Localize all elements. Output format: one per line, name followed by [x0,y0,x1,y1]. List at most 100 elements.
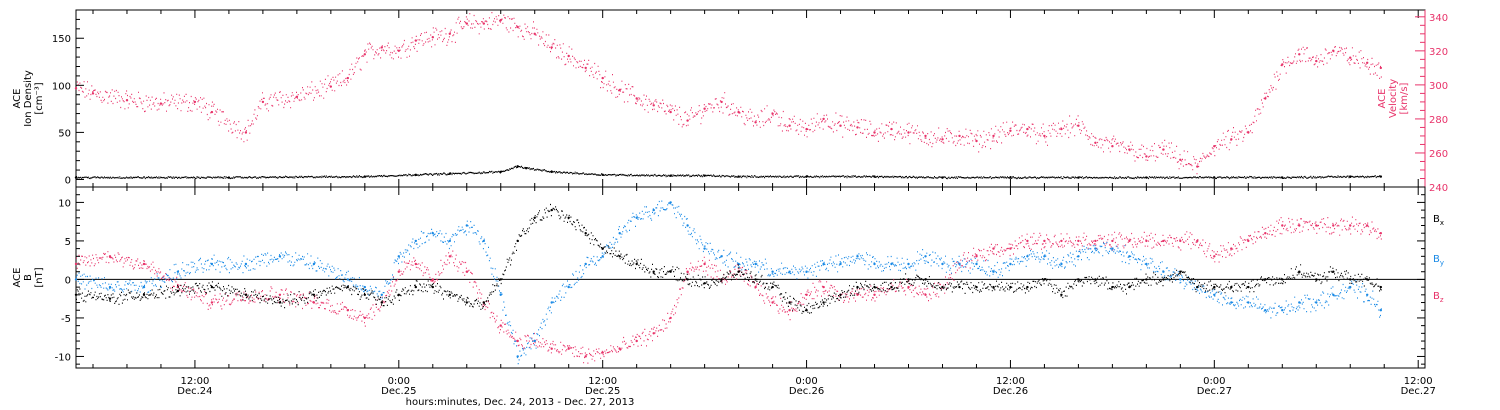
bz-series-point [278,293,282,296]
density-series [74,165,1383,180]
bz-series-point [210,301,214,304]
by-series-point [499,293,502,296]
bz-series-point [431,278,434,281]
bx-series-point [108,297,112,300]
legend-symbol: B [1433,291,1440,302]
by-series-point [1379,309,1383,312]
bx-series-point [74,293,78,296]
bx-series-point [244,293,248,296]
bz-series-point [584,355,587,358]
density-tick-label: 150 [52,34,71,45]
velocity-series-point [856,126,859,129]
bx-series [74,203,1383,314]
velocity-series-point [1379,66,1383,70]
bx-series-point [1213,285,1216,289]
by-series-point [992,270,995,273]
bx-series-point [686,278,689,281]
bz-series-point [1298,224,1301,227]
density-series-trace [76,165,1382,180]
velocity-series-point [635,97,638,100]
bx-series-point [1128,285,1131,289]
density-axis-label-line: ACE [12,89,23,109]
velocity-series-point [669,110,672,114]
by-series-point [839,262,842,266]
x-tick-label-date: Dec.24 [177,386,212,397]
velocity-series-point [1043,134,1046,138]
bx-series-point [312,293,316,296]
bz-series-point [1026,239,1029,243]
x-tick-label-date: Dec.25 [381,386,416,397]
bx-series-point [1281,278,1284,281]
by-series-point [958,262,961,266]
velocity-series-point [924,134,927,138]
velocity-series-point [261,100,265,104]
velocity-series-point [1213,145,1216,148]
velocity-series-point [652,104,655,107]
legend-symbol: B [1433,214,1440,225]
velocity-series-point [448,32,451,35]
velocity-series-point [1094,141,1097,144]
velocity-series-point [618,88,621,92]
by-series-point [244,262,248,266]
bz-series-point [652,332,655,335]
velocity-series-point [907,131,910,134]
velocity-series-point [431,36,434,39]
bz-series-trace [76,216,1382,364]
density-axis-label: ACEIon Density[cm⁻³] [12,70,45,127]
bz-series-point [363,316,366,320]
bz-series-point [142,262,146,266]
x-axis-title: hours:minutes, Dec. 24, 2013 - Dec. 27, … [406,397,635,408]
bz-series-point [788,309,791,312]
bz-series-point [1162,239,1165,243]
density-axis-label-line: Ion Density [23,70,34,127]
velocity-series-point [329,85,332,88]
bz-series-point [669,316,672,320]
bx-series-point [363,293,366,296]
b-tick-label: 0 [65,275,71,286]
velocity-series-point [295,95,299,99]
bx-series-point [720,278,723,281]
velocity-series [74,12,1383,175]
by-series-point [1145,262,1148,266]
bx-series-point [414,285,417,289]
velocity-series-point [482,22,485,25]
by-series-point [74,278,78,281]
velocity-series-point [1315,59,1318,63]
by-series-point [754,262,757,266]
by-series-point [210,262,214,266]
by-series-trace [76,200,1382,365]
by-series-point [346,278,349,281]
b-tick-label: -5 [61,314,71,325]
by-series-point [635,216,638,219]
bx-series-point [176,289,180,293]
bz-series-point [1379,232,1383,235]
velocity-series-point [1196,165,1199,168]
bx-series-point [652,270,655,273]
bz-series-point [1111,239,1114,243]
velocity-series-point [193,100,197,104]
velocity-series-point [601,76,604,80]
bx-series-point [1060,293,1063,296]
bx-series-point [380,301,383,304]
by-series-point [482,239,485,243]
by-series-point [363,285,366,289]
x-tick-label-time: 0:00 [1203,376,1225,387]
bz-series-point [1315,224,1318,227]
velocity-series-point [958,134,961,138]
bx-series-point [907,278,910,281]
top-panel-frame [75,9,1426,188]
bz-series-point [1213,255,1216,258]
bz-series-point [1349,224,1352,227]
density-tick-label: 50 [58,128,71,139]
bz-series-point [550,347,553,350]
bz-series-point [1043,239,1046,243]
velocity-series-point [822,117,825,121]
velocity-series-point [1009,129,1012,132]
velocity-series-point [1298,53,1301,56]
velocity-axis-label-line: Velocity [1388,79,1399,118]
velocity-series-point [210,110,214,114]
velocity-series-point [1026,127,1029,131]
x-tick-label-time: 12:00 [181,376,210,387]
